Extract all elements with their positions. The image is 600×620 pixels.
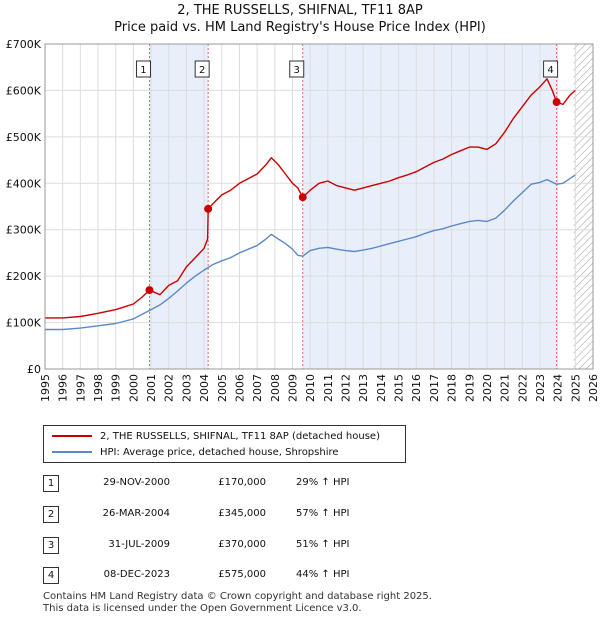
x-tick-label: 2012 [340, 374, 353, 402]
x-tick-label: 2019 [463, 374, 476, 402]
transaction-row: 4 08-DEC-2023 £575,000 44% ↑ HPI [0, 566, 600, 586]
y-tick-label: £700K [6, 38, 42, 51]
y-tick-label: £600K [6, 84, 42, 97]
x-tick-label: 2025 [569, 374, 582, 402]
transaction-label: 1 [140, 65, 146, 76]
x-tick-label: 2009 [286, 374, 299, 402]
x-tick-label: 2005 [216, 374, 229, 402]
transaction-hpi-change: 57% ↑ HPI [296, 508, 350, 519]
transaction-point [298, 193, 307, 202]
legend-hpi-label: HPI: Average price, detached house, Shro… [100, 446, 339, 458]
transaction-date: 08-DEC-2023 [103, 569, 170, 580]
x-tick-label: 2002 [163, 374, 176, 402]
transaction-label: 2 [199, 65, 205, 76]
transaction-hpi-change: 29% ↑ HPI [296, 477, 350, 488]
x-tick-label: 1997 [74, 374, 87, 402]
transaction-point [204, 204, 213, 213]
x-tick-label: 2011 [322, 374, 335, 402]
chart-title: 2, THE RUSSELLS, SHIFNAL, TF11 8AP [177, 3, 423, 18]
transaction-row: 2 26-MAR-2004 £345,000 57% ↑ HPI [0, 505, 600, 525]
forecast-hatch [573, 44, 593, 369]
x-tick-label: 2023 [534, 374, 547, 402]
x-tick-label: 1999 [110, 374, 123, 402]
x-tick-label: 1996 [57, 374, 70, 402]
transaction-date: 31-JUL-2009 [108, 539, 170, 550]
x-tick-label: 2004 [198, 374, 211, 402]
transaction-row: 1 29-NOV-2000 £170,000 29% ↑ HPI [0, 474, 600, 494]
x-tick-label: 2022 [516, 374, 529, 402]
x-tick-label: 2026 [587, 374, 600, 402]
transaction-badge: 2 [43, 506, 59, 523]
chart-legend: 2, THE RUSSELLS, SHIFNAL, TF11 8AP (deta… [43, 425, 406, 463]
transaction-label-box [543, 60, 559, 78]
transaction-label: 3 [294, 65, 300, 76]
y-tick-label: £0 [27, 363, 41, 376]
x-tick-label: 2014 [375, 374, 388, 402]
transaction-date: 26-MAR-2004 [102, 508, 170, 519]
transaction-price: £370,000 [218, 539, 266, 550]
chart-subtitle: Price paid vs. HM Land Registry's House … [114, 20, 486, 35]
x-tick-label: 2017 [428, 374, 441, 402]
legend-property-swatch [52, 435, 92, 437]
y-tick-label: £300K [6, 224, 42, 237]
footer-licence: This data is licensed under the Open Gov… [43, 603, 362, 614]
x-tick-label: 2000 [127, 374, 140, 402]
transaction-label-box [135, 60, 151, 78]
transaction-date: 29-NOV-2000 [103, 477, 170, 488]
transaction-badge: 1 [43, 475, 59, 492]
x-tick-label: 2018 [446, 374, 459, 402]
transaction-label-box [289, 60, 305, 78]
x-tick-label: 1995 [39, 374, 52, 402]
transaction-hpi-change: 51% ↑ HPI [296, 539, 350, 550]
x-tick-label: 2001 [145, 374, 158, 402]
legend-hpi-swatch [52, 451, 92, 453]
x-tick-label: 2013 [357, 374, 370, 402]
x-tick-label: 1998 [92, 374, 105, 402]
property-price-line [45, 78, 576, 319]
x-tick-label: 2010 [304, 374, 317, 402]
transaction-price: £575,000 [218, 569, 266, 580]
x-tick-label: 2016 [410, 374, 423, 402]
transaction-price: £170,000 [218, 477, 266, 488]
transaction-point [552, 98, 561, 107]
x-tick-label: 2007 [251, 374, 264, 402]
transaction-row: 3 31-JUL-2009 £370,000 51% ↑ HPI [0, 536, 600, 556]
transaction-badge: 4 [43, 567, 59, 584]
transaction-price: £345,000 [218, 508, 266, 519]
y-tick-label: £100K [6, 317, 42, 330]
x-tick-label: 2008 [269, 374, 282, 402]
x-tick-label: 2021 [499, 374, 512, 402]
y-tick-label: £500K [6, 131, 42, 144]
price-chart: 1 2 3 4 £0 £100K £200K £300K £400K £500K £600K £700… [6, 38, 600, 402]
transaction-hpi-change: 44% ↑ HPI [296, 569, 350, 580]
x-tick-label: 2006 [233, 374, 246, 402]
footer-copyright: Contains HM Land Registry data © Crown c… [43, 591, 432, 602]
x-tick-label: 2003 [180, 374, 193, 402]
transaction-label-box [194, 60, 210, 78]
y-tick-label: £400K [6, 177, 42, 190]
ownership-shade [149, 44, 209, 369]
transaction-badge: 3 [43, 537, 59, 554]
ownership-shade [302, 44, 557, 369]
transaction-label: 4 [547, 65, 553, 76]
x-tick-label: 2024 [552, 374, 565, 402]
plot-border [44, 43, 594, 370]
x-tick-label: 2020 [481, 374, 494, 402]
x-tick-label: 2015 [393, 374, 406, 402]
transaction-point [145, 286, 154, 295]
legend-property-label: 2, THE RUSSELLS, SHIFNAL, TF11 8AP (deta… [100, 430, 380, 442]
y-tick-label: £200K [6, 270, 42, 283]
hpi-line [45, 174, 576, 331]
